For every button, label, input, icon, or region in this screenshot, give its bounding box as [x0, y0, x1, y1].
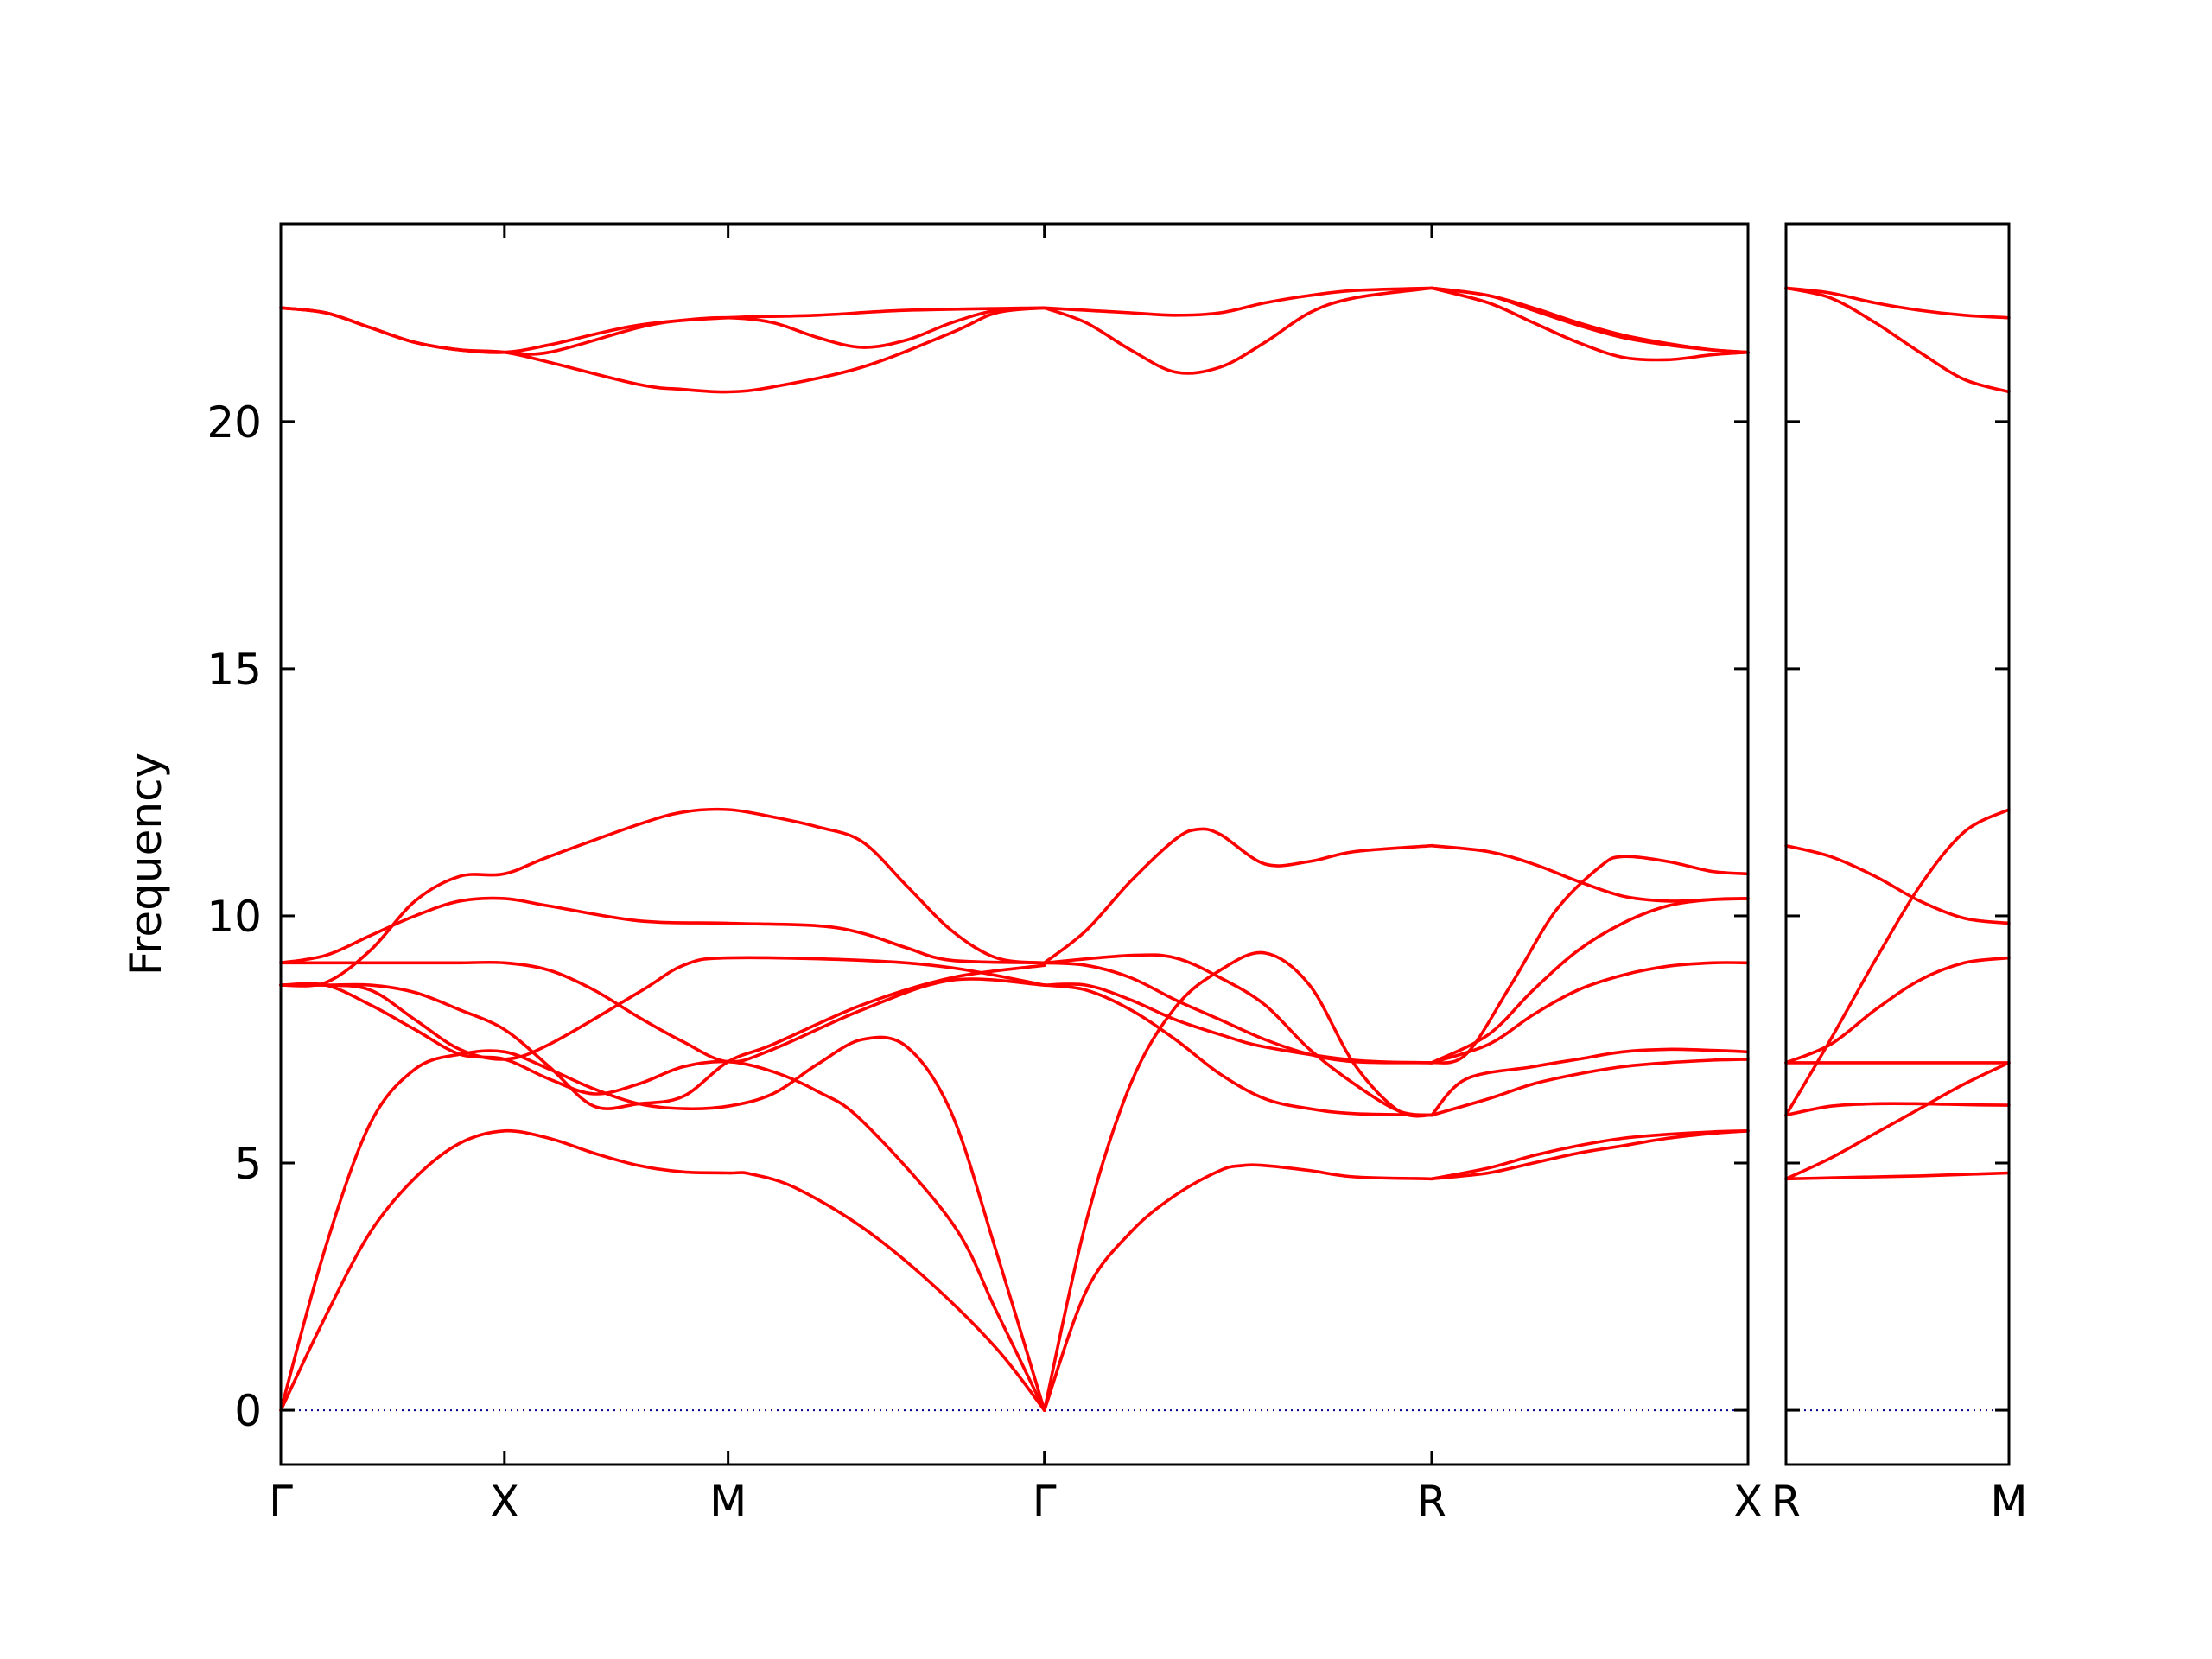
side-band-4 [1784, 808, 2011, 1117]
main-xtick-label-0: Γ [269, 1477, 293, 1527]
side-band-7 [1784, 843, 2011, 925]
main-band-3 [279, 982, 1046, 1412]
main-xtick-label-4: R [1417, 1477, 1447, 1527]
main-band-11 [279, 306, 1046, 354]
main-xtick-label-2: M [709, 1477, 747, 1527]
main-band-panel: 0 5 10 15 20 Γ X M Γ R X [207, 222, 1763, 1527]
main-band-13 [1042, 950, 1433, 1412]
side-band-3 [1784, 1102, 2011, 1117]
main-band-29 [1430, 286, 1750, 362]
side-axes-frame [1784, 222, 2011, 1466]
y-axis-label: Frequency [121, 753, 171, 976]
main-band-25 [1430, 961, 1750, 1065]
main-xtick-label-1: X [490, 1477, 519, 1527]
side-band-6 [1784, 956, 2011, 1065]
main-band-2 [279, 1035, 1046, 1412]
main-band-7 [279, 956, 1046, 1061]
ytick-label-5: 5 [234, 1139, 262, 1189]
main-band-1 [279, 1128, 1046, 1412]
main-band-19 [1042, 286, 1433, 317]
main-band-5 [279, 960, 1046, 1064]
main-band-8 [279, 963, 1046, 1110]
side-band-9 [1784, 286, 2011, 394]
main-band-4 [279, 807, 1046, 988]
main-band-23 [1430, 1058, 1750, 1117]
ytick-label-10: 10 [207, 892, 262, 942]
main-band-21 [1430, 1129, 1750, 1181]
main-band-24 [1430, 1047, 1750, 1117]
main-xtick-label-5: X [1733, 1477, 1763, 1527]
main-band-28 [1430, 843, 1750, 903]
main-band-12 [1042, 1163, 1433, 1412]
main-band-6 [279, 896, 1046, 965]
main-band-27 [1430, 855, 1750, 1065]
ytick-label-15: 15 [207, 645, 262, 695]
main-band-20 [1042, 286, 1433, 375]
ytick-label-0: 0 [234, 1386, 262, 1436]
main-band-14 [1042, 983, 1433, 1117]
ytick-label-20: 20 [207, 397, 262, 448]
side-band-1 [1784, 1171, 2011, 1181]
main-band-18 [1042, 827, 1433, 965]
main-band-16 [1042, 953, 1433, 1117]
main-axes-frame [279, 222, 1750, 1466]
side-xtick-label-0: R [1771, 1477, 1802, 1527]
main-xtick-label-3: Γ [1033, 1477, 1057, 1527]
side-xtick-label-1: M [1990, 1477, 2027, 1527]
main-band-22 [1430, 1129, 1750, 1181]
side-band-2 [1784, 1061, 2011, 1181]
main-band-17 [1042, 982, 1433, 1065]
main-band-31 [1430, 286, 1750, 354]
side-band-8 [1784, 286, 2011, 320]
